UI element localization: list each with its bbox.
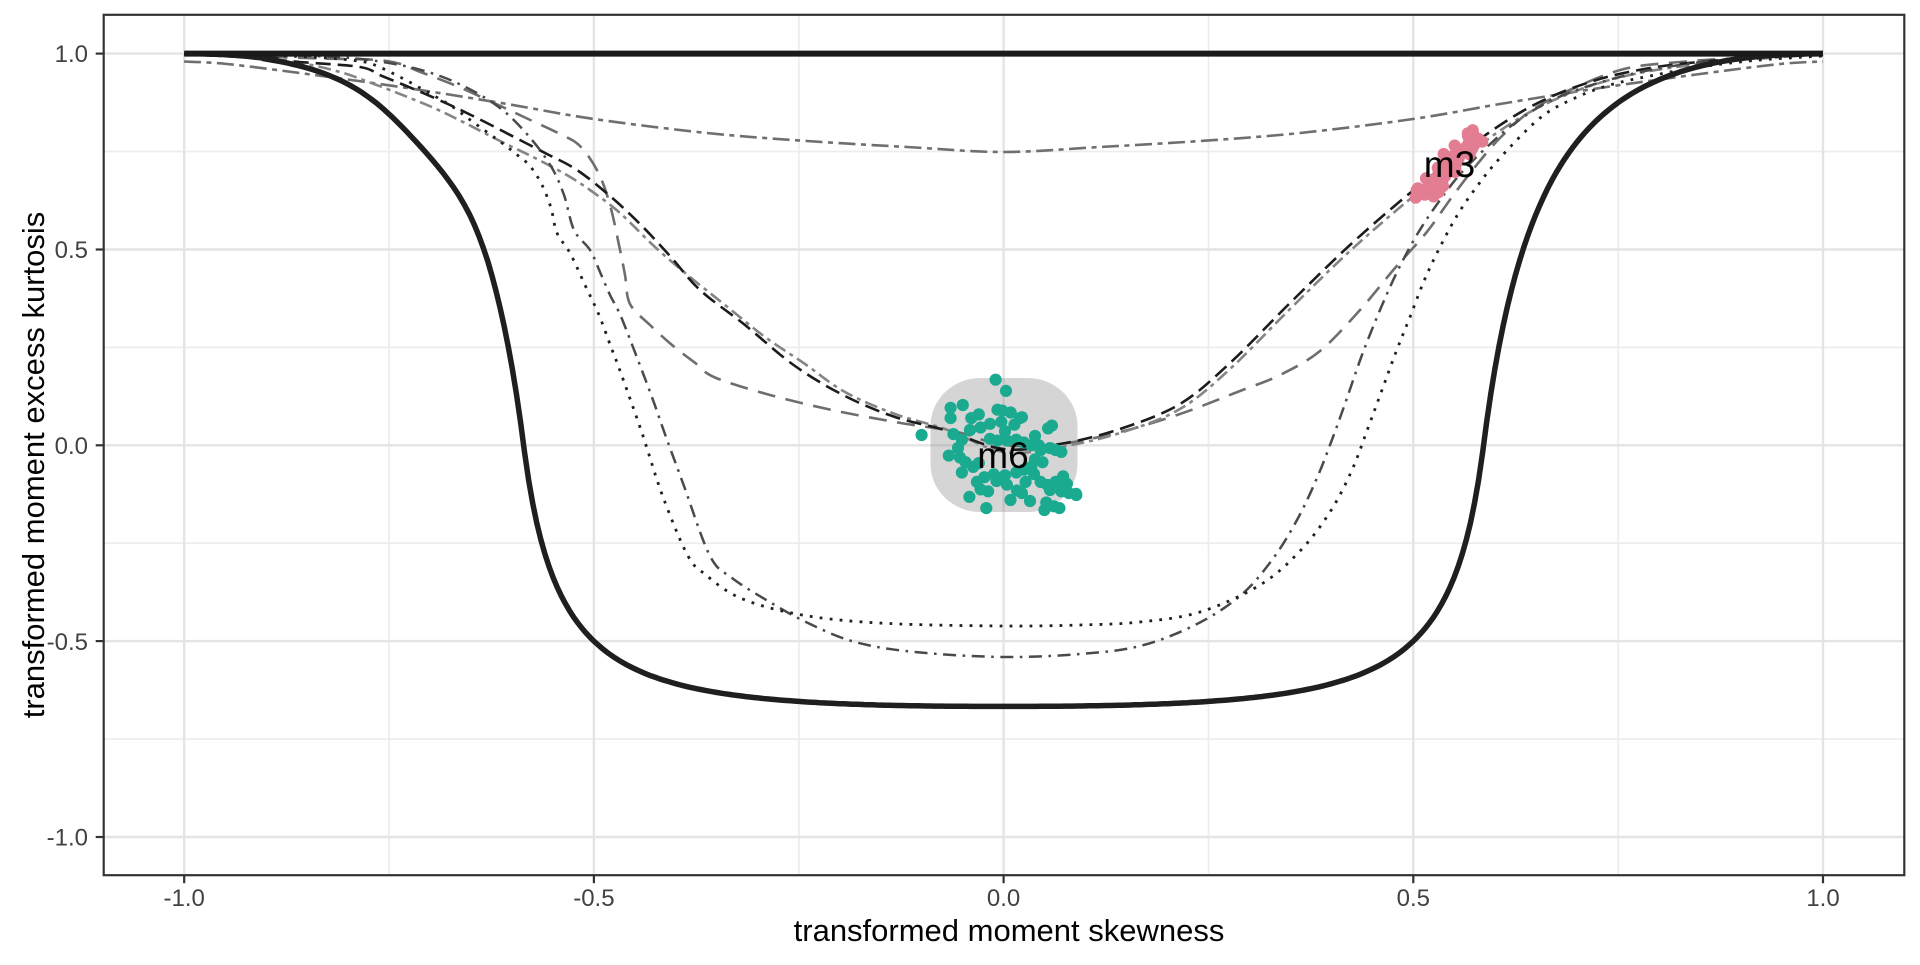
svg-text:1.0: 1.0 xyxy=(1806,885,1839,912)
svg-text:m6: m6 xyxy=(977,435,1029,476)
svg-text:m3: m3 xyxy=(1424,144,1476,185)
svg-text:-0.5: -0.5 xyxy=(573,885,614,912)
svg-text:-1.0: -1.0 xyxy=(47,825,88,852)
svg-text:transformed moment skewness: transformed moment skewness xyxy=(794,913,1225,948)
svg-text:0.5: 0.5 xyxy=(55,237,88,264)
svg-text:1.0: 1.0 xyxy=(55,41,88,68)
svg-text:-0.5: -0.5 xyxy=(47,629,88,656)
svg-text:0.5: 0.5 xyxy=(1397,885,1430,912)
svg-text:transformed moment excess kurt: transformed moment excess kurtosis xyxy=(16,212,51,719)
svg-text:0.0: 0.0 xyxy=(55,433,88,460)
svg-text:0.0: 0.0 xyxy=(987,885,1020,912)
svg-text:-1.0: -1.0 xyxy=(164,885,205,912)
